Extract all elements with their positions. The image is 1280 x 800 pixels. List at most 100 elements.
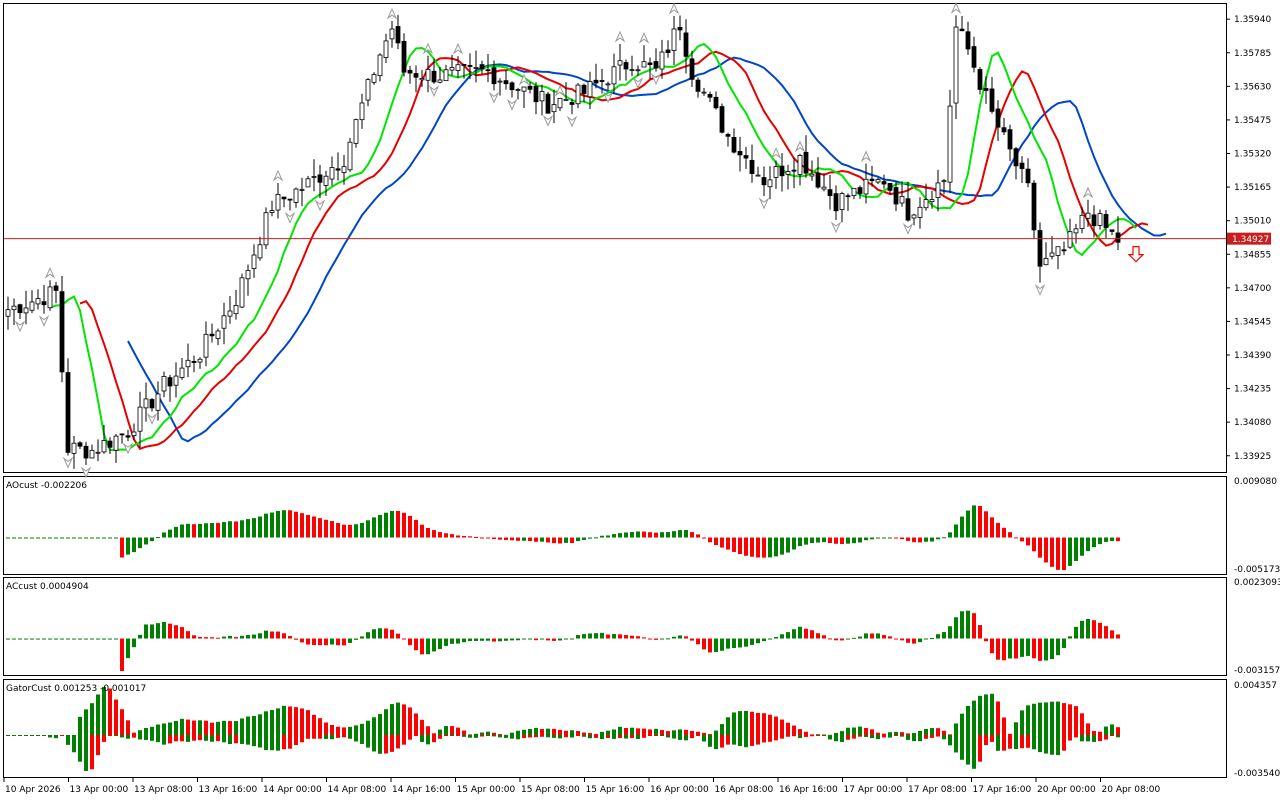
gator-lower-bar <box>408 735 412 740</box>
ac-bar <box>648 638 652 640</box>
gator-upper-bar <box>1116 727 1120 735</box>
ao-bar <box>594 537 598 539</box>
ao-bar <box>222 522 226 538</box>
gator-upper-bar <box>204 720 208 735</box>
gator-lower-bar <box>690 735 694 739</box>
gator-lower-bar <box>258 735 262 748</box>
ac-bar <box>216 637 220 639</box>
ac-bottom-value: -0.0031571 <box>1234 666 1280 676</box>
gator-upper-bar <box>624 727 628 735</box>
gator-lower-bar <box>360 735 364 744</box>
gator-upper-bar <box>804 731 808 735</box>
ao-bar <box>192 524 196 538</box>
ao-bar <box>108 537 112 539</box>
gator-lower-bar <box>24 735 28 736</box>
candle <box>401 33 407 77</box>
gator-lower-bar <box>906 735 910 740</box>
candle <box>47 280 53 311</box>
ao-bar <box>768 537 772 558</box>
ao-bar <box>1056 537 1060 570</box>
gator-upper-bar <box>912 732 916 735</box>
candle-body-up <box>389 28 395 40</box>
candle-body-up <box>563 98 569 101</box>
ao-bar <box>630 532 634 538</box>
gator-upper-bar <box>636 728 640 735</box>
ao-bar <box>738 537 742 555</box>
gator-upper-bar <box>1032 703 1036 735</box>
candle <box>1013 146 1019 180</box>
ac-bar <box>462 638 466 643</box>
ac-bar <box>684 636 688 639</box>
ac-bar <box>426 638 430 655</box>
gator-lower-bar <box>936 735 940 737</box>
gator-upper-bar <box>396 702 400 735</box>
candle <box>545 91 551 114</box>
gator-lower-bar <box>606 735 610 738</box>
candle <box>371 72 377 85</box>
ac-bar <box>1074 626 1078 639</box>
candle-body-up <box>929 199 935 203</box>
candle <box>641 45 647 68</box>
candle-body-up <box>635 69 641 72</box>
gator-lower-bar <box>810 735 814 737</box>
candle-body-up <box>71 442 77 454</box>
fractal-down-icon <box>314 199 326 212</box>
candle-body-up <box>473 67 479 69</box>
ao-bar <box>918 537 922 543</box>
candle <box>347 137 353 172</box>
fractal-up-icon <box>614 30 626 43</box>
ac-bar <box>1002 638 1006 661</box>
ac-panel[interactable] <box>6 610 1120 671</box>
gator-upper-bar <box>252 715 256 735</box>
ao-panel-frame <box>3 476 1227 575</box>
candle <box>407 65 413 84</box>
candle <box>941 178 947 195</box>
ao-bar <box>402 512 406 538</box>
gator-lower-bar <box>54 735 58 739</box>
candle <box>617 43 623 81</box>
ac-bar <box>114 638 118 640</box>
ao-bar <box>516 537 520 541</box>
candle <box>731 128 737 154</box>
candle-body-up <box>113 435 119 451</box>
ao-panel[interactable] <box>6 505 1120 570</box>
gator-lower-bar <box>678 735 682 740</box>
candle <box>101 424 107 454</box>
candle <box>137 391 143 448</box>
gator-lower-bar <box>348 735 352 739</box>
gator-upper-bar <box>456 727 460 735</box>
gator-lower-bar <box>216 735 220 742</box>
ao-bar <box>276 510 280 538</box>
ao-bar <box>960 516 964 538</box>
ac-bar <box>54 638 58 640</box>
fractal-down-icon <box>122 442 134 455</box>
time-tick-label: 17 Apr 08:00 <box>908 785 967 795</box>
ao-bar <box>240 520 244 538</box>
gator-lower-bar <box>426 735 430 745</box>
candle-body-down <box>731 137 737 153</box>
gator-upper-bar <box>774 716 778 735</box>
gator-lower-bar <box>366 735 370 748</box>
gator-upper-bar <box>822 734 826 736</box>
fractal-down-icon <box>284 212 296 224</box>
ao-bar <box>18 537 22 539</box>
gator-upper-bar <box>168 722 172 735</box>
candle-body-down <box>149 399 155 409</box>
candle <box>911 213 917 226</box>
candle-body-up <box>329 167 335 180</box>
price-panel[interactable]: 1.34927 <box>4 2 1271 479</box>
gator-upper-bar <box>390 704 394 735</box>
gator-lower-bar <box>450 735 454 736</box>
ao-bar <box>48 537 52 539</box>
gator-lower-bar <box>582 735 586 737</box>
gator-upper-bar <box>450 726 454 735</box>
gator-lower-bar <box>210 735 214 742</box>
ao-bar <box>1050 537 1054 567</box>
gator-panel[interactable] <box>6 687 1120 771</box>
gator-lower-bar <box>912 735 916 742</box>
ao-bar <box>618 533 622 538</box>
ao-bar <box>1032 537 1036 552</box>
candle-body-up <box>23 307 29 314</box>
gator-upper-bar <box>798 729 802 735</box>
